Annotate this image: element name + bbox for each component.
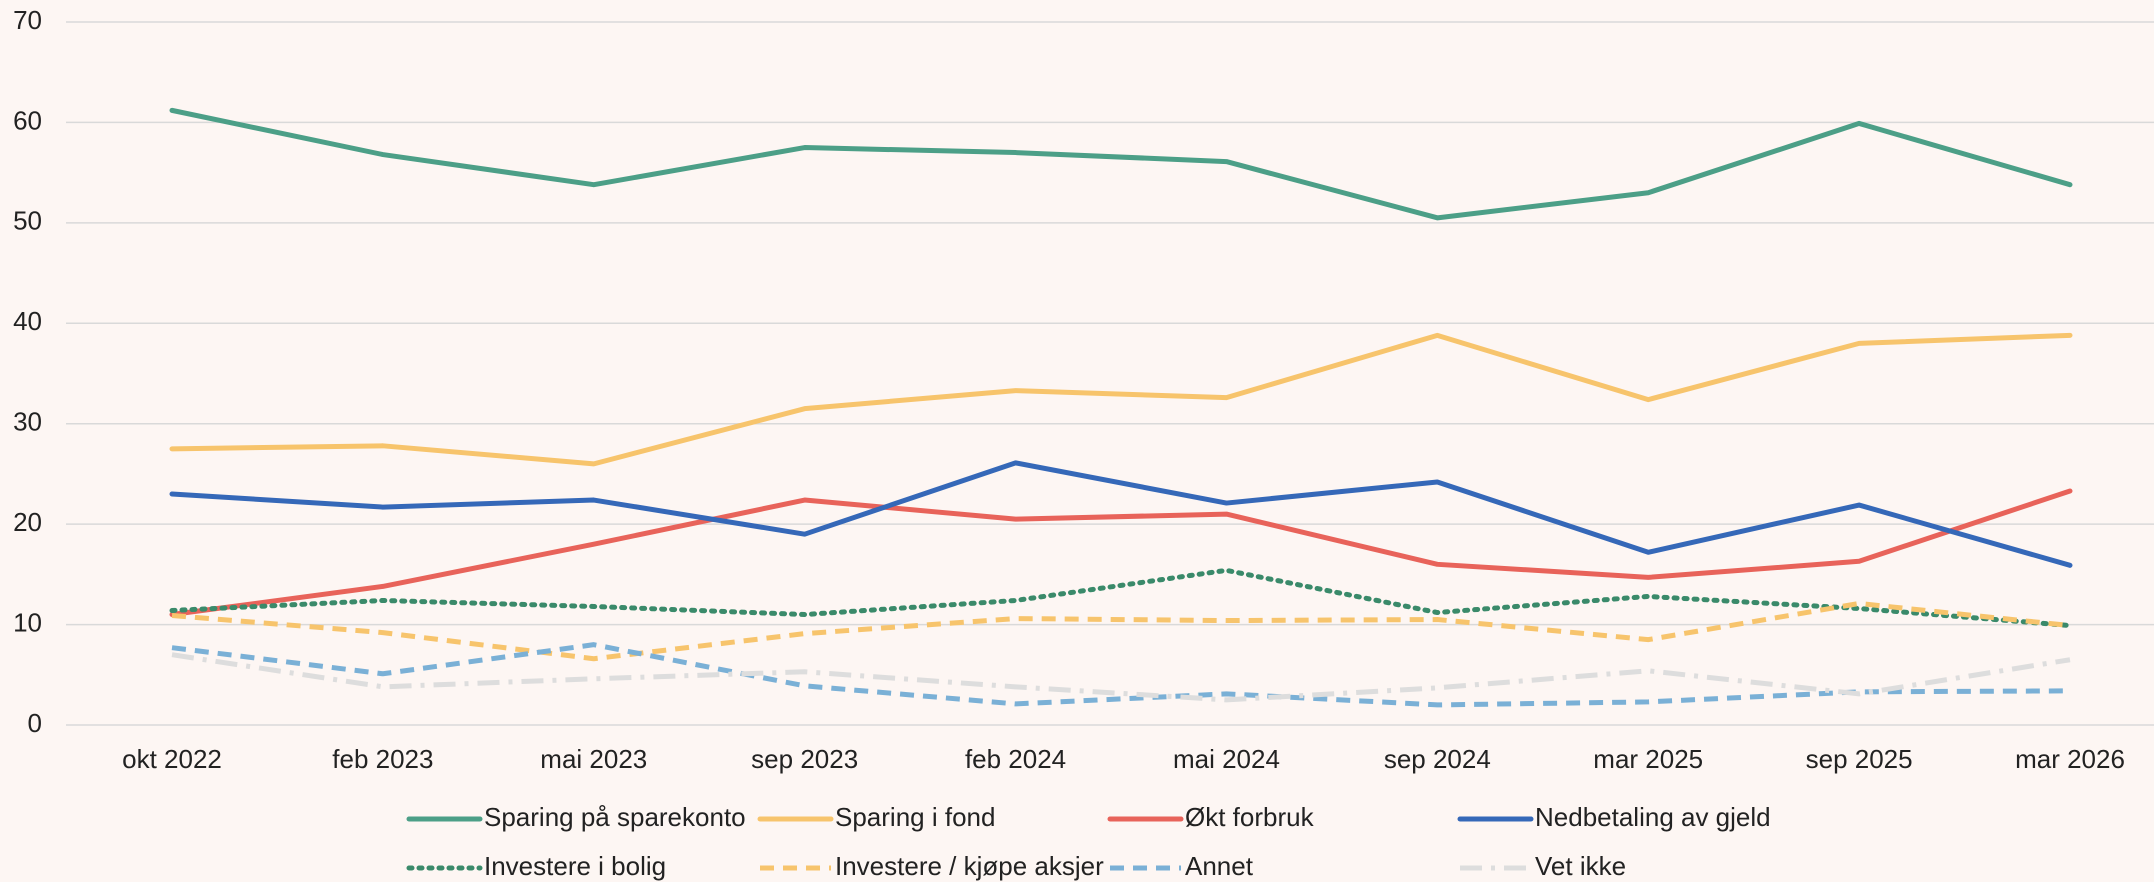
series-line	[171, 600, 2071, 662]
x-tick-label: okt 2022	[122, 744, 222, 774]
x-tick-label: sep 2024	[1384, 744, 1491, 774]
legend-label: Nedbetaling av gjeld	[1535, 802, 1771, 832]
y-tick-label: 20	[13, 507, 42, 537]
legend-label: Investere / kjøpe aksjer	[835, 851, 1104, 881]
legend-label: Sparing i fond	[835, 802, 995, 832]
y-tick-label: 30	[13, 407, 42, 437]
y-tick-label: 60	[13, 105, 42, 135]
y-tick-label: 50	[13, 206, 42, 236]
series-line	[169, 332, 2073, 467]
y-tick-label: 10	[13, 607, 42, 637]
series-line	[169, 107, 2073, 221]
y-tick-label: 40	[13, 306, 42, 336]
legend-label: Investere i bolig	[484, 851, 666, 881]
legend-label: Annet	[1185, 851, 1254, 881]
y-tick-label: 70	[13, 5, 42, 35]
x-tick-label: mai 2024	[1173, 744, 1280, 774]
x-tick-label: sep 2025	[1806, 744, 1913, 774]
x-tick-label: sep 2023	[751, 744, 858, 774]
legend-label: Økt forbruk	[1185, 802, 1315, 832]
series-line	[171, 642, 2071, 708]
series-line	[169, 567, 2073, 629]
series-line	[169, 460, 2073, 568]
x-tick-label: mai 2023	[540, 744, 647, 774]
x-tick-label: feb 2023	[332, 744, 433, 774]
legend-label: Vet ikke	[1535, 851, 1626, 881]
x-tick-label: mar 2026	[2015, 744, 2125, 774]
y-tick-label: 0	[28, 708, 42, 738]
x-tick-label: mar 2025	[1593, 744, 1703, 774]
x-tick-label: feb 2024	[965, 744, 1066, 774]
series-line	[169, 488, 2073, 618]
series-line	[171, 652, 2071, 703]
legend-label: Sparing på sparekonto	[484, 802, 746, 832]
